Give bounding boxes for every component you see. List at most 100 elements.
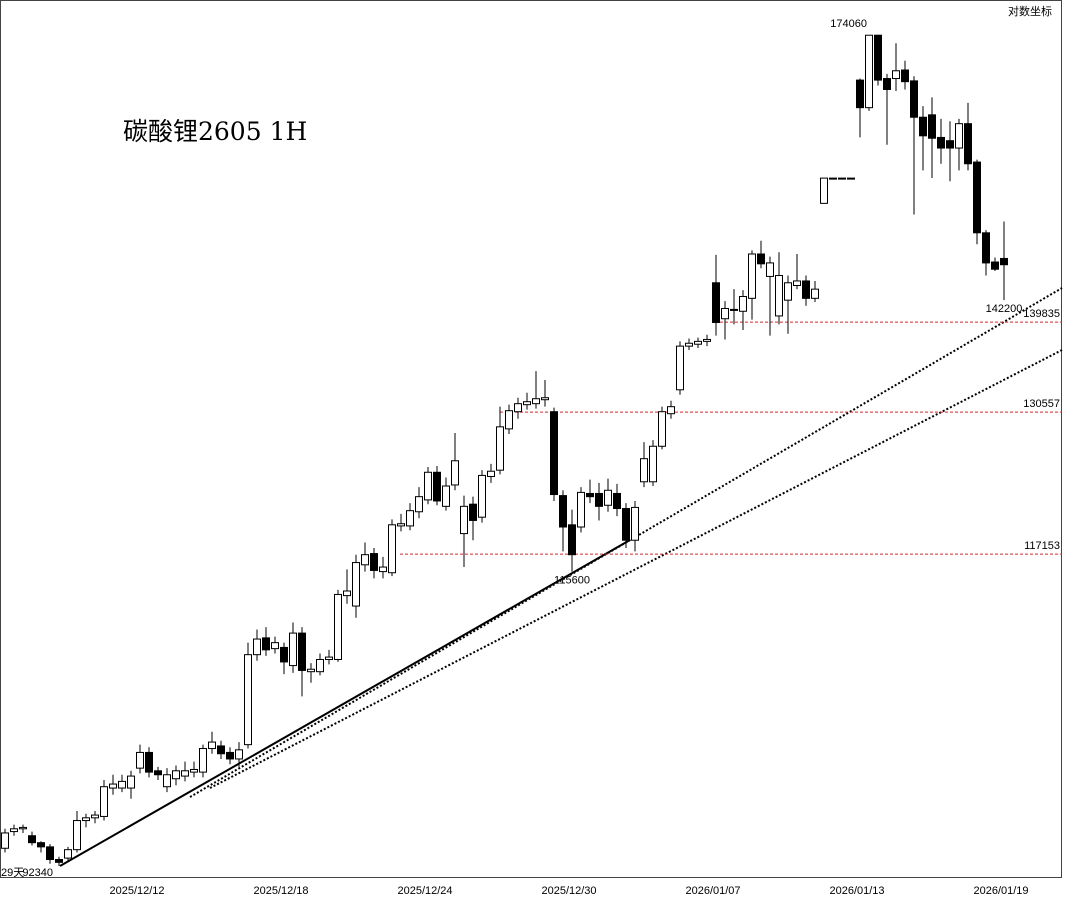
candle-body bbox=[577, 491, 585, 528]
price-annotation: 115600 bbox=[554, 575, 590, 587]
candle-body bbox=[289, 632, 297, 667]
level-label: 139835 bbox=[1023, 308, 1060, 320]
candle-body bbox=[28, 835, 36, 844]
candle-body bbox=[748, 253, 756, 299]
candle-body bbox=[1000, 257, 1008, 266]
candle-body bbox=[964, 123, 972, 165]
candle-body bbox=[316, 659, 324, 673]
candle-body bbox=[838, 177, 846, 180]
x-tick-label: 2025/12/24 bbox=[397, 885, 452, 897]
candle-body bbox=[73, 820, 81, 851]
candle-body bbox=[820, 177, 828, 204]
candle-body bbox=[973, 161, 981, 234]
x-tick-label: 2026/01/13 bbox=[829, 885, 884, 897]
candle-body bbox=[118, 780, 126, 789]
candle-body bbox=[145, 751, 153, 773]
candle-body bbox=[595, 492, 603, 507]
candle-body bbox=[721, 307, 729, 320]
scale-label: 对数坐标 bbox=[1008, 4, 1052, 18]
price-annotation: 174060 bbox=[830, 18, 867, 30]
candle-body bbox=[613, 492, 621, 510]
candle-body bbox=[982, 232, 990, 264]
trend-line bbox=[59, 539, 631, 867]
candle-body bbox=[874, 34, 882, 81]
candle-body bbox=[910, 80, 918, 118]
candle-body bbox=[262, 637, 270, 651]
candle-body bbox=[703, 338, 711, 342]
candle-body bbox=[883, 78, 891, 90]
candle-body bbox=[370, 553, 378, 571]
trend-line bbox=[209, 349, 1063, 789]
candle-body bbox=[307, 668, 315, 673]
candle-body bbox=[82, 817, 90, 822]
candle-body bbox=[208, 741, 216, 750]
candle-body bbox=[775, 275, 783, 317]
candle-body bbox=[379, 566, 387, 573]
candle-body bbox=[64, 849, 72, 859]
candle-body bbox=[334, 593, 342, 661]
candle-body bbox=[730, 308, 738, 311]
candle-body bbox=[442, 485, 450, 507]
candle-body bbox=[109, 783, 117, 789]
chart-title: 碳酸锂2605 1H bbox=[123, 117, 307, 146]
candle-body bbox=[325, 656, 333, 661]
candle-body bbox=[505, 410, 513, 430]
candle-body bbox=[433, 471, 441, 502]
candle-body bbox=[352, 562, 360, 607]
x-tick-label: 2025/12/30 bbox=[541, 885, 596, 897]
candle-body bbox=[46, 846, 54, 861]
candle-body bbox=[487, 470, 495, 477]
candle-body bbox=[172, 770, 180, 780]
candle-body bbox=[127, 775, 135, 789]
candle-body bbox=[559, 495, 567, 528]
candle-body bbox=[919, 116, 927, 137]
price-annotation: 92340 bbox=[22, 867, 53, 879]
candle-body bbox=[217, 745, 225, 755]
candle-body bbox=[100, 786, 108, 817]
candle-body bbox=[163, 774, 171, 788]
candle-body bbox=[181, 770, 189, 777]
x-tick-label: 2025/12/12 bbox=[109, 885, 164, 897]
price-annotation: 142200 bbox=[986, 303, 1023, 315]
candle-body bbox=[568, 524, 576, 556]
plot-frame bbox=[0, 0, 1062, 878]
candle-body bbox=[523, 401, 531, 406]
candle-body bbox=[271, 642, 279, 650]
candle-body bbox=[532, 398, 540, 405]
candle-body bbox=[793, 280, 801, 287]
x-tick-label: 2026/01/07 bbox=[685, 885, 740, 897]
candle-body bbox=[865, 34, 873, 109]
candle-body bbox=[928, 114, 936, 139]
candle-body bbox=[676, 345, 684, 391]
candle-body bbox=[892, 70, 900, 80]
candle-body bbox=[784, 282, 792, 301]
candle-body bbox=[649, 445, 657, 483]
candle-body bbox=[847, 177, 855, 180]
level-label: 130557 bbox=[1023, 398, 1060, 410]
candle-body bbox=[496, 426, 504, 471]
candle-body bbox=[424, 471, 432, 501]
candle-body bbox=[937, 136, 945, 149]
candle-body bbox=[298, 632, 306, 671]
candle-body bbox=[622, 508, 630, 541]
candle-body bbox=[460, 505, 468, 535]
candle-body bbox=[550, 411, 558, 496]
candle-body bbox=[955, 123, 963, 149]
candle-body bbox=[991, 261, 999, 270]
candle-body bbox=[946, 140, 954, 149]
candle-body bbox=[712, 282, 720, 323]
candle-body bbox=[361, 554, 369, 566]
candle-body bbox=[667, 406, 675, 415]
candle-body bbox=[757, 253, 765, 265]
candle-body bbox=[604, 489, 612, 506]
period-label: 29天 bbox=[1, 867, 24, 879]
x-tick-label: 2026/01/19 bbox=[973, 885, 1028, 897]
candle-body bbox=[406, 510, 414, 527]
x-tick-label: 2025/12/18 bbox=[253, 885, 308, 897]
candle-body bbox=[226, 751, 234, 760]
candle-body bbox=[514, 403, 522, 413]
candle-body bbox=[343, 590, 351, 597]
candle-body bbox=[91, 814, 99, 819]
candle-body bbox=[478, 474, 486, 518]
